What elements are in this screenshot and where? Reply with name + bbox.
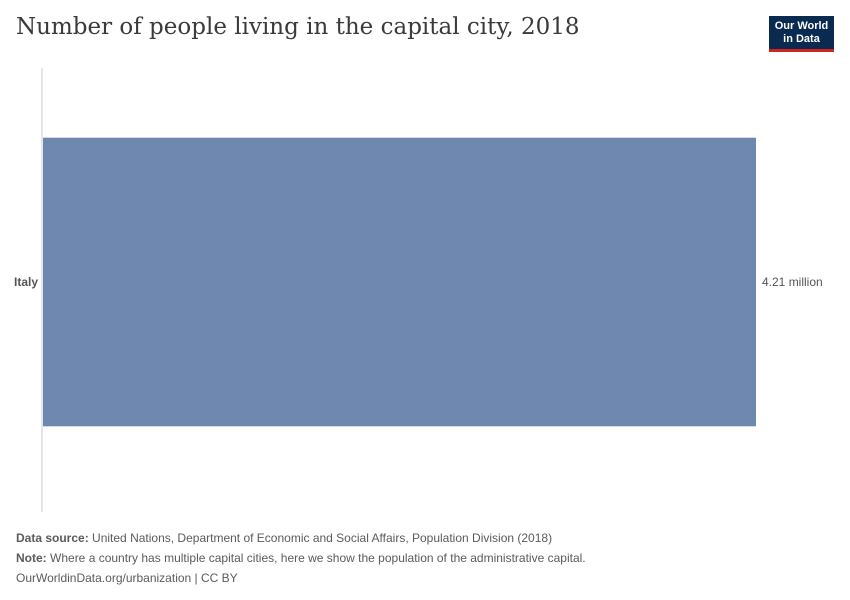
source-url[interactable]: OurWorldinData.org/urbanization | CC BY — [16, 571, 238, 585]
note-line: Note: Where a country has multiple capit… — [16, 548, 586, 568]
owid-logo[interactable]: Our World in Data — [769, 16, 834, 52]
note-text: Where a country has multiple capital cit… — [50, 551, 586, 565]
chart-footer: Data source: United Nations, Department … — [16, 528, 586, 588]
data-source-label: Data source: — [16, 531, 89, 545]
bar-chart: Italy 4.21 million — [14, 68, 823, 512]
value-label: 4.21 million — [762, 275, 823, 289]
data-source-line: Data source: United Nations, Department … — [16, 528, 586, 548]
note-label: Note: — [16, 551, 47, 565]
category-label: Italy — [14, 275, 38, 289]
bar-italy[interactable] — [43, 137, 756, 427]
data-source-text: United Nations, Department of Economic a… — [92, 531, 553, 545]
chart-title: Number of people living in the capital c… — [16, 14, 580, 40]
logo-line-1: Our World — [774, 20, 829, 32]
logo-line-2: in Data — [783, 33, 820, 45]
